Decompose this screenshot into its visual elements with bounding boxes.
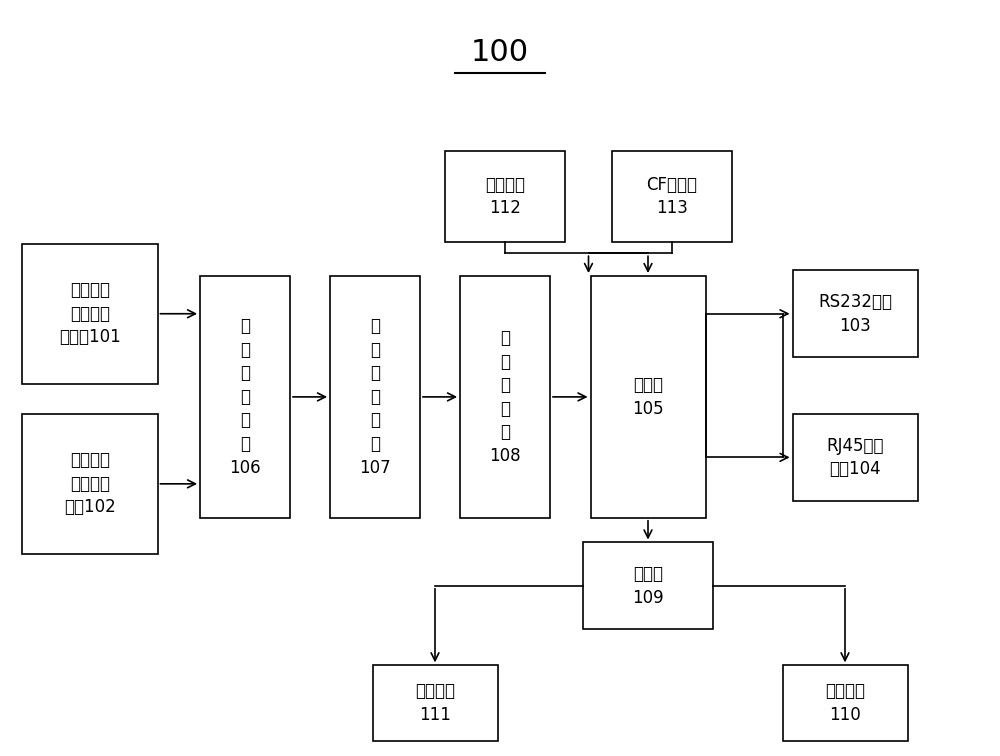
- FancyBboxPatch shape: [330, 276, 420, 518]
- Text: 100: 100: [471, 39, 529, 67]
- FancyBboxPatch shape: [590, 276, 706, 518]
- Text: 处理器
105: 处理器 105: [632, 376, 664, 418]
- Text: 三分量加
速度传感
器接口101: 三分量加 速度传感 器接口101: [59, 281, 121, 346]
- FancyBboxPatch shape: [22, 414, 158, 553]
- FancyBboxPatch shape: [782, 665, 908, 741]
- Text: 单片机
109: 单片机 109: [632, 565, 664, 607]
- Text: 监控芯片
112: 监控芯片 112: [485, 175, 525, 218]
- Text: 模
数
转
换
电
路
107: 模 数 转 换 电 路 107: [359, 317, 391, 477]
- Text: 三分量速
度传感器
接口102: 三分量速 度传感器 接口102: [64, 451, 116, 516]
- Text: 数
字
滤
波
器
108: 数 字 滤 波 器 108: [489, 329, 521, 465]
- Text: RJ45网络
接口104: RJ45网络 接口104: [826, 436, 884, 479]
- FancyBboxPatch shape: [200, 276, 290, 518]
- FancyBboxPatch shape: [372, 665, 498, 741]
- Text: 信
号
发
大
电
路
106: 信 号 发 大 电 路 106: [229, 317, 261, 477]
- FancyBboxPatch shape: [445, 151, 565, 242]
- Text: 时间模块
110: 时间模块 110: [825, 682, 865, 724]
- FancyBboxPatch shape: [612, 151, 732, 242]
- Text: CF存储卡
113: CF存储卡 113: [646, 175, 698, 218]
- Text: 电源模块
111: 电源模块 111: [415, 682, 455, 724]
- FancyBboxPatch shape: [792, 271, 918, 358]
- FancyBboxPatch shape: [792, 414, 918, 501]
- FancyBboxPatch shape: [583, 543, 713, 629]
- Text: RS232接口
103: RS232接口 103: [818, 293, 892, 335]
- FancyBboxPatch shape: [22, 244, 158, 384]
- FancyBboxPatch shape: [460, 276, 550, 518]
